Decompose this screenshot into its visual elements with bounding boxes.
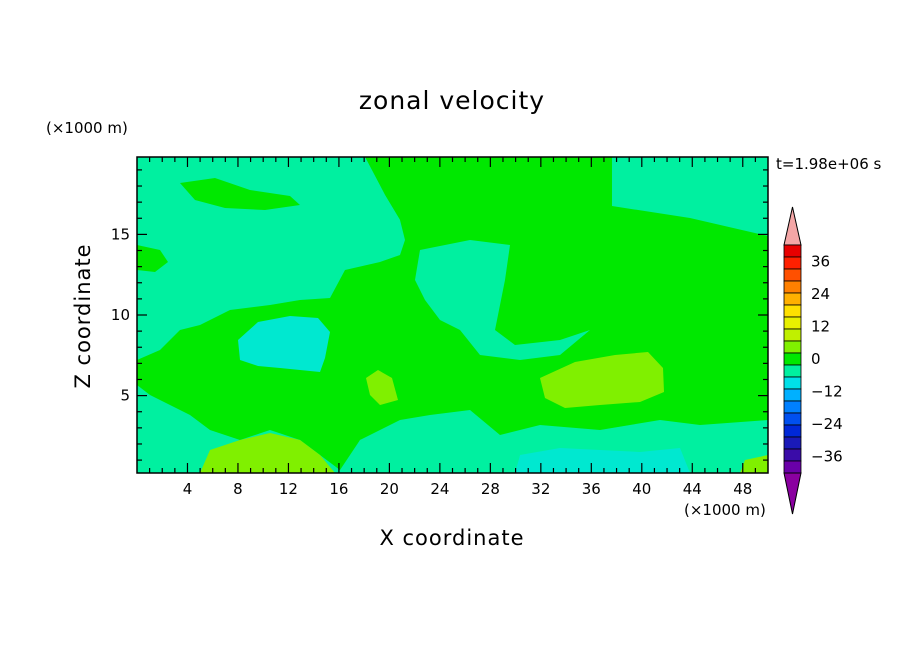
field-region-lime-corner — [740, 455, 768, 473]
colorbar-segment — [783, 436, 802, 450]
colorbar-segment — [783, 328, 802, 342]
colorbar-segment — [783, 448, 802, 462]
y-tick-label: 15 — [111, 225, 130, 243]
x-tick-label: 36 — [582, 480, 601, 498]
field-region-green-left — [137, 245, 168, 272]
colorbar-segment — [783, 316, 802, 330]
colorbar-segment — [783, 388, 802, 402]
x-axis-label: X coordinate — [379, 526, 525, 550]
x-tick-label: 44 — [683, 480, 702, 498]
x-tick-label: 24 — [430, 480, 449, 498]
colorbar-tick-label: −36 — [811, 448, 843, 466]
colorbar-segment — [783, 424, 802, 438]
x-unit-label: (×1000 m) — [684, 501, 766, 519]
colorbar-segment — [783, 268, 802, 282]
colorbar-tick-label: 36 — [811, 252, 830, 270]
field-region-lime-right — [540, 352, 664, 408]
colorbar-segment — [783, 244, 802, 258]
x-ticks: 4 8 12 16 20 24 28 32 36 40 44 48 — [149, 157, 756, 498]
colorbar-tick-label: 12 — [811, 317, 830, 335]
y-ticks: 5 10 15 — [111, 169, 768, 461]
colorbar-under-triangle — [783, 472, 802, 515]
y-unit-label: (×1000 m) — [46, 119, 128, 137]
colorbar-segment — [783, 280, 802, 294]
x-tick-label: 40 — [632, 480, 651, 498]
colorbar-segment — [783, 460, 802, 474]
x-tick-label: 32 — [531, 480, 550, 498]
x-tick-label: 8 — [233, 480, 243, 498]
field-region-lime-bottom — [200, 433, 335, 473]
timestamp-label: t=1.98e+06 s — [776, 155, 882, 173]
colorbar-tick-label: 0 — [811, 350, 821, 368]
chart-title: zonal velocity — [358, 86, 546, 115]
colorbar: 36 24 12 0 −12 −24 −36 — [783, 206, 843, 515]
colorbar-segment — [783, 400, 802, 414]
x-tick-label: 16 — [329, 480, 348, 498]
colorbar-segment — [783, 352, 802, 366]
colorbar-segment — [783, 304, 802, 318]
x-tick-label: 12 — [279, 480, 298, 498]
x-tick-label: 20 — [380, 480, 399, 498]
y-tick-label: 10 — [111, 306, 130, 324]
colorbar-tick-label: −24 — [811, 415, 843, 433]
field-region-cyan-blob — [238, 316, 330, 372]
colorbar-tick-label: 24 — [811, 285, 830, 303]
contour-field — [137, 157, 768, 473]
colorbar-segment — [783, 412, 802, 426]
colorbar-tick-label: −12 — [811, 383, 843, 401]
y-tick-label: 5 — [120, 387, 130, 405]
x-tick-label: 4 — [183, 480, 193, 498]
colorbar-segment — [783, 292, 802, 306]
colorbar-segment — [783, 376, 802, 390]
colorbar-segment — [783, 364, 802, 378]
colorbar-over-triangle — [783, 206, 802, 246]
field-region-mint-center — [415, 240, 590, 360]
x-tick-label: 28 — [481, 480, 500, 498]
x-tick-label: 48 — [733, 480, 752, 498]
colorbar-segment — [783, 340, 802, 354]
field-region-cyan-bottom — [515, 448, 690, 473]
field-region-green-top — [180, 178, 300, 210]
colorbar-segment — [783, 256, 802, 270]
field-region-lime-small — [366, 370, 398, 405]
field-region-mint-bottom — [345, 425, 520, 473]
